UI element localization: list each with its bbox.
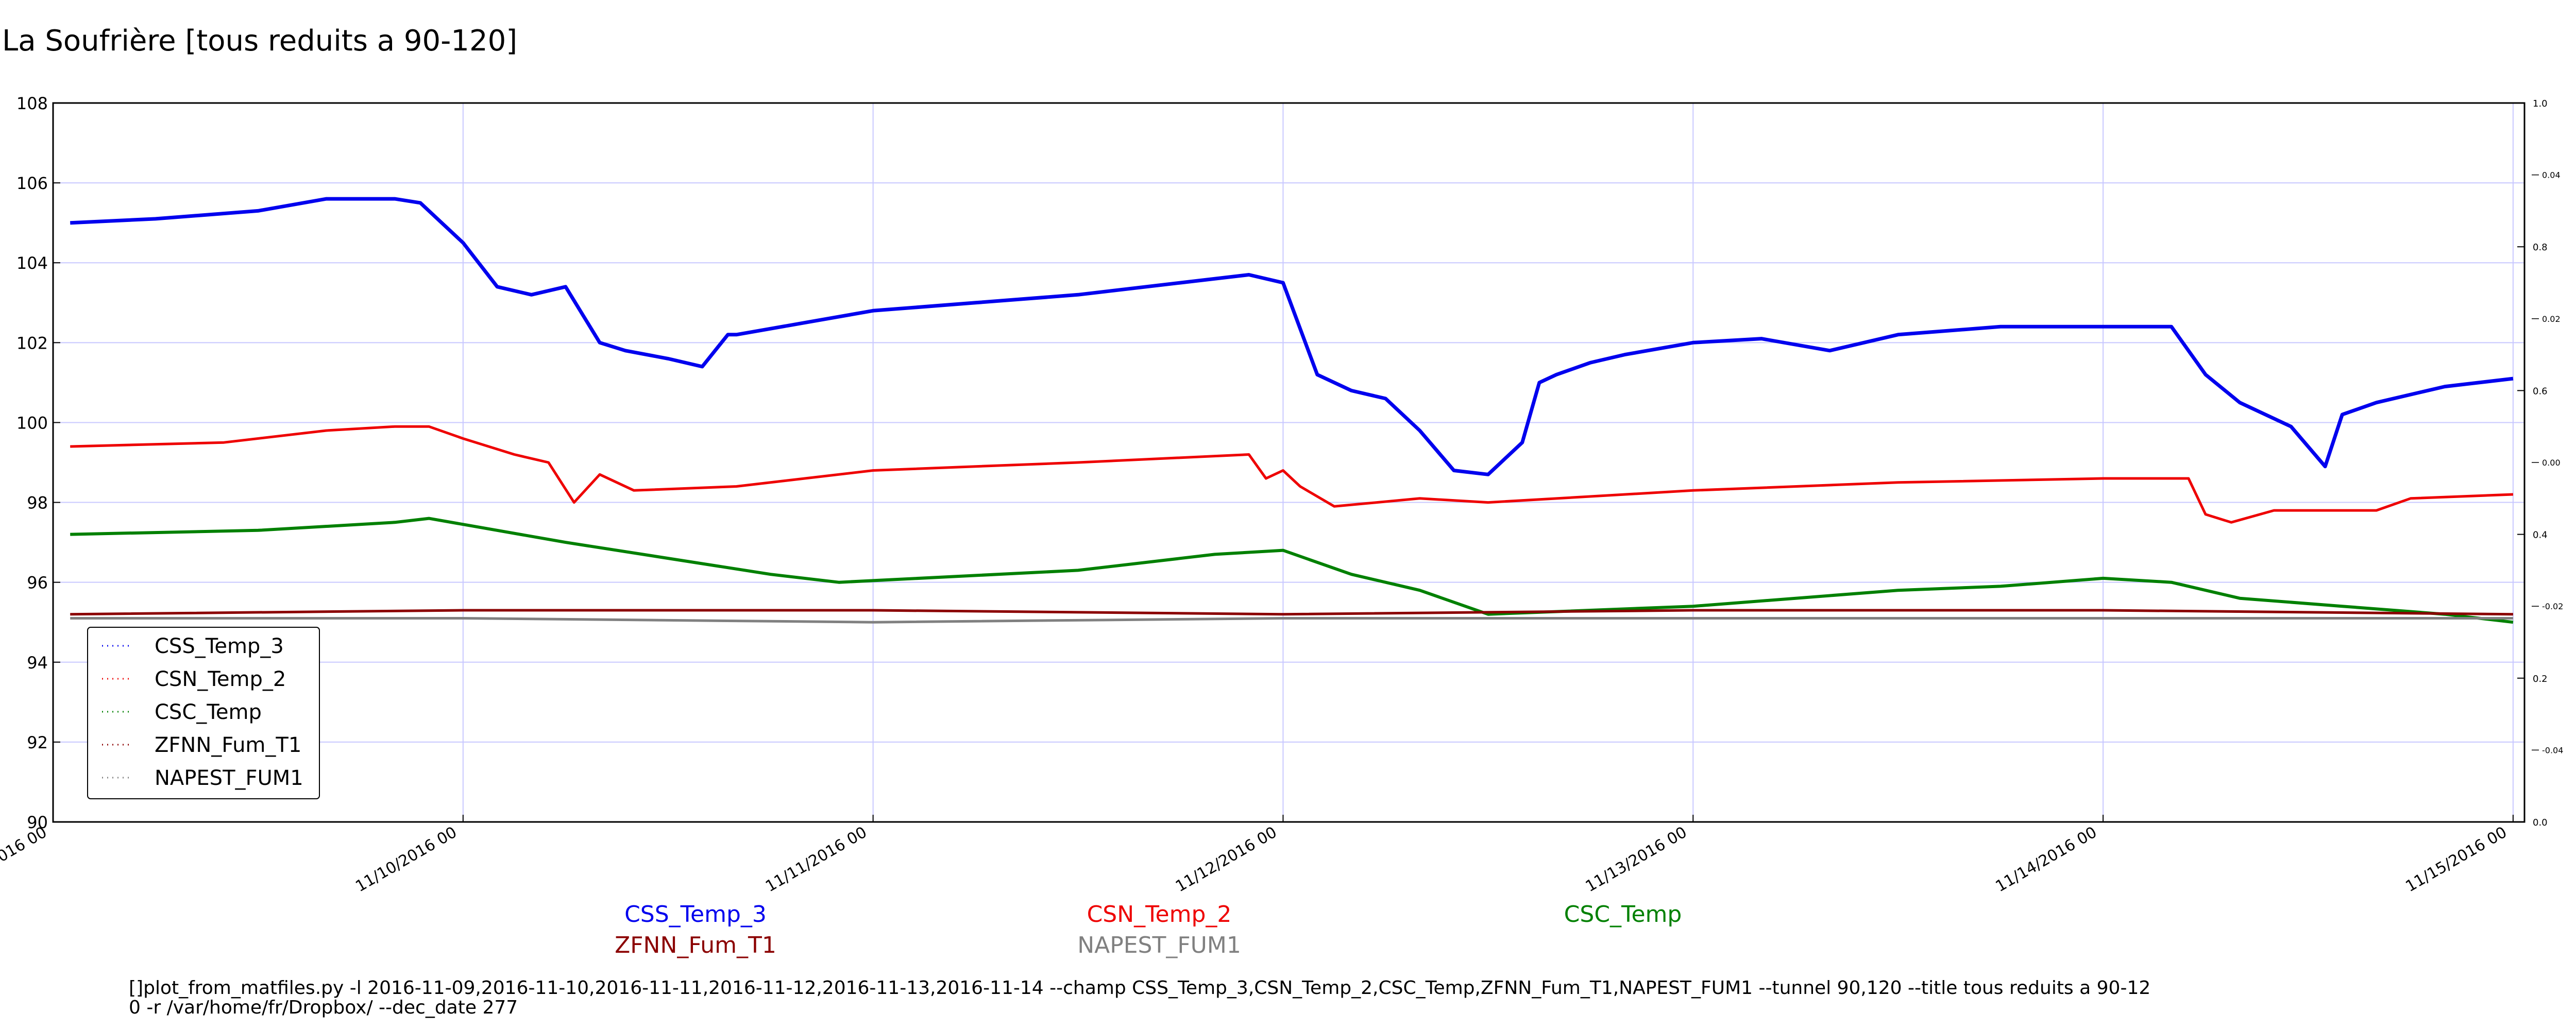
- x-tick-label: 11/14/2016 00: [1993, 823, 2100, 896]
- y-tick-label-right-inner: -0.02: [2542, 602, 2563, 611]
- series-footer-labels: CSS_Temp_3 CSN_Temp_2 CSC_Temp ZFNN_Fum_T1 N…: [615, 901, 1682, 958]
- y-tick-label-right: 0.6: [2533, 386, 2548, 397]
- plot-frame: [52, 102, 2526, 823]
- y-tick-label: 100: [16, 413, 48, 433]
- y-axis-right-outer: 0.0 0.2 0.4 0.6 0.8 1.0: [2517, 98, 2548, 828]
- x-axis: 11/09/2016 00 11/10/2016 00 11/11/2016 00 1…: [0, 815, 2514, 896]
- y-tick-label-right: 0.4: [2533, 530, 2548, 541]
- y-tick-label: 108: [16, 94, 48, 113]
- y-tick-label: 96: [27, 573, 48, 593]
- x-tick-label: 11/11/2016 00: [762, 823, 870, 896]
- x-tick-label: 11/12/2016 00: [1173, 823, 1280, 896]
- y-tick-label-right-inner: 0.04: [2542, 170, 2561, 180]
- y-tick-label: 106: [16, 174, 48, 193]
- y-tick-label-right: 0.0: [2533, 817, 2548, 828]
- footer-label-CSN_Temp_2: CSN_Temp_2: [1087, 901, 1232, 928]
- command-line-2: 0 -r /var/home/fr/Dropbox/ --dec_date 27…: [129, 997, 518, 1018]
- legend-label-CSS_Temp_3: CSS_Temp_3: [155, 634, 284, 658]
- series-line-CSN_Temp_2: [70, 425, 2513, 524]
- page-title: La Soufrière [tous reduits a 90-120]: [2, 24, 517, 58]
- y-tick-label: 90: [27, 813, 48, 832]
- y-tick-label-right-inner: 0.02: [2542, 314, 2561, 324]
- legend-label-ZFNN_Fum_T1: ZFNN_Fum_T1: [155, 733, 301, 757]
- y-tick-label-right-inner: -0.04: [2542, 745, 2563, 755]
- y-tick-label: 94: [27, 653, 48, 673]
- x-tick-label: 11/15/2016 00: [2402, 823, 2510, 896]
- y-tick-label: 104: [16, 253, 48, 273]
- legend-frame: [87, 627, 320, 799]
- footer-label-CSC_Temp: CSC_Temp: [1564, 901, 1682, 928]
- y-tick-label-right-inner: 0.00: [2542, 458, 2561, 468]
- legend-label-CSC_Temp: CSC_Temp: [155, 700, 262, 724]
- y-axis-left: 90 92 94 96 98 100 102 104 106 108: [16, 94, 60, 832]
- x-tick-label: 11/13/2016 00: [1583, 823, 1690, 896]
- footer-label-NAPEST_FUM1: NAPEST_FUM1: [1077, 932, 1241, 958]
- series-line-NAPEST_FUM1: [70, 617, 2513, 624]
- y-tick-label: 92: [27, 733, 48, 752]
- y-tick-label-right: 0.2: [2533, 674, 2548, 684]
- x-tick-label: 11/10/2016 00: [352, 823, 460, 896]
- y-tick-label-right: 1.0: [2533, 98, 2548, 109]
- y-axis-right-inner: -0.04 -0.02 0.00 0.02 0.04: [2532, 170, 2563, 755]
- y-tick-label-right: 0.8: [2533, 242, 2548, 253]
- legend-label-NAPEST_FUM1: NAPEST_FUM1: [155, 766, 303, 790]
- series-line-CSS_Temp_3: [70, 197, 2514, 476]
- y-tick-label: 102: [16, 333, 48, 353]
- grid: [53, 102, 2524, 822]
- y-tick-label: 98: [27, 493, 48, 513]
- x-tick-label: 11/09/2016 00: [0, 823, 50, 896]
- series-line-ZFNN_Fum_T1: [70, 609, 2513, 616]
- footer-label-ZFNN_Fum_T1: ZFNN_Fum_T1: [615, 932, 776, 958]
- footer-label-CSS_Temp_3: CSS_Temp_3: [624, 901, 767, 928]
- series-group: [70, 197, 2514, 624]
- series-line-CSC_Temp: [70, 517, 2514, 624]
- legend-label-CSN_Temp_2: CSN_Temp_2: [155, 667, 286, 691]
- command-line-1: []plot_from_matfiles.py -l 2016-11-09,20…: [129, 977, 2150, 999]
- legend-box: CSS_Temp_3 CSN_Temp_2 CSC_Temp ZFNN_Fum_T1 N…: [87, 627, 320, 799]
